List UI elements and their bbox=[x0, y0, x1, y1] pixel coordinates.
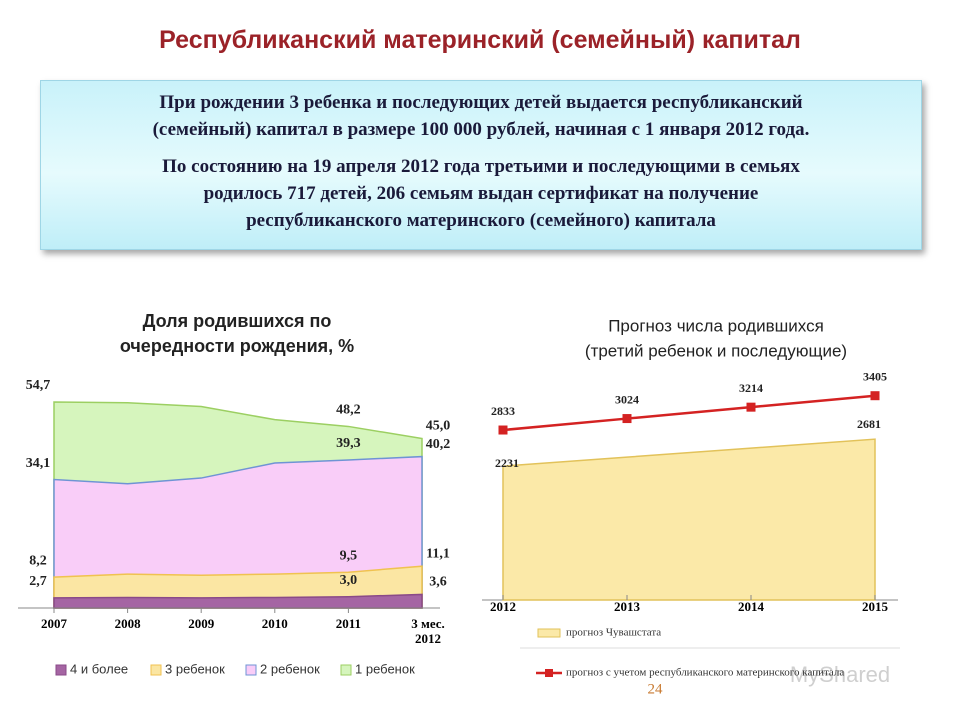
legend-label: 3 ребенок bbox=[165, 661, 225, 676]
value-label: 3214 bbox=[739, 381, 763, 395]
chart-title: Прогноз числа родившихся bbox=[608, 316, 824, 335]
text-line: родилось 717 детей, 206 семьям выдан сер… bbox=[203, 183, 759, 204]
text-box: При рождении 3 ребенка и последующих дет… bbox=[40, 80, 922, 250]
value-label: 54,7 bbox=[26, 378, 51, 393]
area bbox=[53, 455, 423, 609]
text-line: республиканского материнского (семейного… bbox=[246, 210, 716, 231]
paragraph: При рождении 3 ребенка и последующих дет… bbox=[41, 89, 921, 143]
marker bbox=[498, 425, 508, 435]
value-label: 45,0 bbox=[426, 419, 451, 434]
text-line: (семейный) капитал в размере 100 000 руб… bbox=[152, 119, 810, 140]
marker bbox=[746, 402, 756, 412]
legend-swatch bbox=[537, 628, 561, 638]
x-tick-label: 2013 bbox=[614, 599, 641, 614]
value-label: 3024 bbox=[615, 392, 639, 406]
page-number: 24 bbox=[648, 681, 664, 697]
x-tick-label: 2011 bbox=[336, 616, 361, 631]
x-tick-label: 3 мес. 2012 bbox=[411, 616, 445, 646]
text-line: По состоянию на 19 апреля 2012 года трет… bbox=[162, 156, 800, 177]
legend-swatch bbox=[245, 664, 257, 676]
x-tick-label: 2008 bbox=[115, 616, 142, 631]
x-tick-label: 2014 bbox=[738, 599, 765, 614]
chart-title: Доля родившихся по bbox=[143, 311, 332, 331]
line bbox=[502, 394, 876, 432]
marker bbox=[622, 414, 632, 424]
legend-label: прогноз с учетом республиканского матери… bbox=[566, 667, 844, 679]
text-line: При рождении 3 ребенка и последующих дет… bbox=[159, 92, 803, 113]
legend-swatch bbox=[545, 669, 553, 677]
value-label: 8,2 bbox=[29, 553, 47, 568]
value-label: 34,1 bbox=[26, 456, 51, 471]
legend-label: 4 и более bbox=[70, 661, 128, 676]
value-label: 39,3 bbox=[336, 436, 361, 451]
value-label: 9,5 bbox=[340, 548, 358, 563]
value-label: 40,2 bbox=[426, 437, 451, 452]
value-label: 3,0 bbox=[340, 573, 358, 588]
legend-label: 2 ребенок bbox=[260, 661, 320, 676]
marker bbox=[870, 391, 880, 401]
legend-swatch bbox=[55, 664, 67, 676]
x-tick-label: 2012 bbox=[490, 599, 516, 614]
value-label: 2231 bbox=[495, 456, 519, 470]
value-label: 3,6 bbox=[429, 575, 447, 590]
slide-title: Республиканский материнский (семейный) к… bbox=[159, 26, 801, 54]
chart-title: (третий ребенок и последующие) bbox=[585, 341, 847, 360]
legend-label: 1 ребенок bbox=[355, 661, 415, 676]
area bbox=[502, 438, 876, 601]
x-tick-label: 2009 bbox=[188, 616, 215, 631]
value-label: 3405 bbox=[863, 369, 887, 383]
legend-swatch bbox=[340, 664, 352, 676]
value-label: 48,2 bbox=[336, 403, 361, 418]
area bbox=[53, 593, 423, 609]
paragraph: По состоянию на 19 апреля 2012 года трет… bbox=[41, 153, 921, 234]
watermark: MyShared bbox=[790, 662, 890, 687]
value-label: 2681 bbox=[857, 417, 881, 431]
x-tick-label: 2007 bbox=[41, 616, 68, 631]
legend-label: прогноз Чувашстата bbox=[566, 627, 661, 639]
value-label: 2,7 bbox=[29, 574, 47, 589]
x-tick-label: 2010 bbox=[262, 616, 288, 631]
value-label: 2833 bbox=[491, 404, 515, 418]
chart-title: очередности рождения, % bbox=[120, 336, 354, 356]
legend-swatch bbox=[150, 664, 162, 676]
x-tick-label: 2015 bbox=[862, 599, 889, 614]
value-label: 11,1 bbox=[426, 546, 450, 561]
